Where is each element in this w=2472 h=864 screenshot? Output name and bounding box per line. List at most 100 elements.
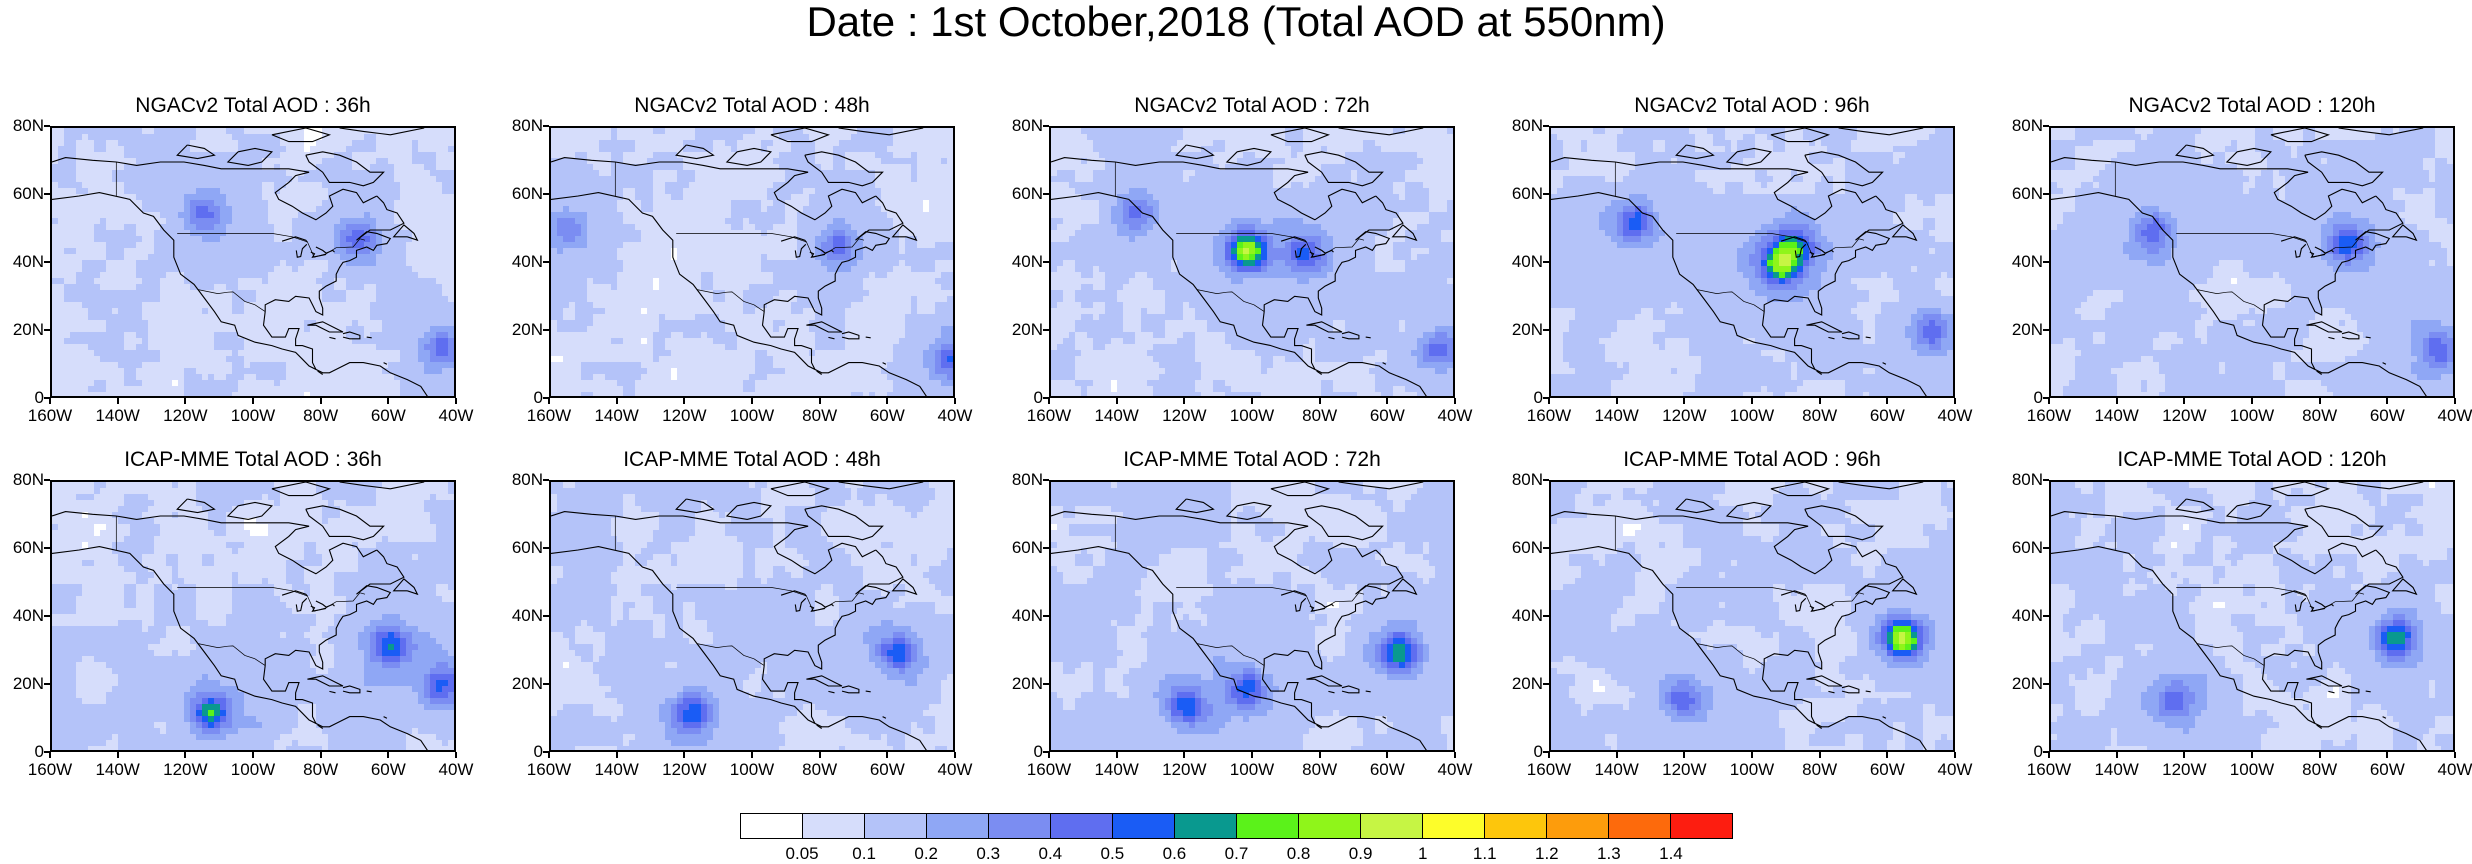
aod-cell bbox=[106, 290, 112, 296]
aod-cell bbox=[388, 320, 394, 326]
aod-cell bbox=[442, 326, 448, 332]
aod-cell bbox=[845, 254, 851, 260]
aod-cell bbox=[719, 272, 725, 278]
aod-cell bbox=[352, 386, 358, 392]
aod-cell bbox=[148, 380, 154, 386]
aod-cell bbox=[268, 128, 274, 134]
aod-cell bbox=[617, 272, 623, 278]
y-tick-label: 80N bbox=[0, 116, 44, 136]
aod-cell bbox=[178, 194, 184, 200]
aod-cell bbox=[617, 170, 623, 176]
aod-cell bbox=[64, 146, 70, 152]
aod-cell bbox=[400, 308, 406, 314]
aod-cell bbox=[911, 152, 917, 158]
aod-cell bbox=[376, 392, 382, 398]
aod-cell bbox=[947, 242, 953, 248]
aod-cell bbox=[665, 158, 671, 164]
aod-cell bbox=[851, 266, 857, 272]
aod-cell bbox=[316, 146, 322, 152]
aod-cell bbox=[106, 350, 112, 356]
aod-cell bbox=[382, 302, 388, 308]
aod-cell bbox=[905, 194, 911, 200]
aod-cell bbox=[412, 362, 418, 368]
aod-cell bbox=[394, 308, 400, 314]
aod-cell bbox=[364, 386, 370, 392]
aod-cell bbox=[244, 386, 250, 392]
y-tick-mark bbox=[44, 193, 50, 195]
aod-cell bbox=[695, 152, 701, 158]
aod-cell bbox=[148, 272, 154, 278]
aod-cell bbox=[370, 278, 376, 284]
aod-cell bbox=[358, 326, 364, 332]
aod-cell bbox=[881, 248, 887, 254]
aod-cell bbox=[581, 206, 587, 212]
aod-cell bbox=[382, 164, 388, 170]
aod-cell bbox=[863, 158, 869, 164]
aod-cell bbox=[641, 206, 647, 212]
aod-cell bbox=[430, 200, 436, 206]
aod-cell bbox=[316, 380, 322, 386]
aod-cell bbox=[797, 272, 803, 278]
aod-cell bbox=[430, 146, 436, 152]
aod-cell bbox=[400, 188, 406, 194]
aod-cell bbox=[629, 128, 635, 134]
aod-cell bbox=[148, 236, 154, 242]
aod-cell bbox=[839, 176, 845, 182]
aod-cell bbox=[370, 308, 376, 314]
aod-cell bbox=[112, 158, 118, 164]
aod-cell bbox=[581, 236, 587, 242]
aod-cell bbox=[436, 188, 442, 194]
aod-cell bbox=[653, 224, 659, 230]
aod-cell bbox=[629, 188, 635, 194]
aod-cell bbox=[58, 362, 64, 368]
aod-cell bbox=[160, 134, 166, 140]
aod-cell bbox=[370, 284, 376, 290]
aod-cell bbox=[124, 224, 130, 230]
aod-cell bbox=[130, 284, 136, 290]
aod-cell bbox=[430, 332, 436, 338]
aod-cell bbox=[196, 230, 202, 236]
aod-cell bbox=[88, 254, 94, 260]
aod-cell bbox=[388, 380, 394, 386]
aod-cell bbox=[683, 200, 689, 206]
aod-cell bbox=[52, 200, 58, 206]
aod-cell bbox=[268, 212, 274, 218]
aod-cell bbox=[286, 266, 292, 272]
aod-cell bbox=[64, 278, 70, 284]
aod-cell bbox=[82, 260, 88, 266]
aod-cell bbox=[707, 260, 713, 266]
aod-cell bbox=[364, 314, 370, 320]
aod-cell bbox=[406, 218, 412, 224]
aod-cell bbox=[88, 338, 94, 344]
aod-cell bbox=[761, 254, 767, 260]
aod-cell bbox=[827, 218, 833, 224]
aod-cell bbox=[70, 332, 76, 338]
aod-cell bbox=[88, 344, 94, 350]
aod-cell bbox=[689, 140, 695, 146]
aod-cell bbox=[689, 200, 695, 206]
aod-cell bbox=[340, 290, 346, 296]
aod-cell bbox=[719, 206, 725, 212]
aod-cell bbox=[887, 164, 893, 170]
aod-cell bbox=[557, 272, 563, 278]
aod-cell bbox=[52, 392, 58, 398]
aod-cell bbox=[388, 362, 394, 368]
aod-cell bbox=[166, 350, 172, 356]
aod-cell bbox=[761, 272, 767, 278]
aod-cell bbox=[448, 368, 454, 374]
aod-cell bbox=[611, 266, 617, 272]
aod-cell bbox=[58, 224, 64, 230]
aod-cell bbox=[364, 266, 370, 272]
aod-cell bbox=[424, 212, 430, 218]
aod-cell bbox=[112, 326, 118, 332]
aod-cell bbox=[875, 206, 881, 212]
aod-cell bbox=[400, 146, 406, 152]
aod-cell bbox=[238, 392, 244, 398]
aod-cell bbox=[322, 392, 328, 398]
aod-cell bbox=[352, 326, 358, 332]
aod-cell bbox=[88, 278, 94, 284]
aod-cell bbox=[833, 134, 839, 140]
aod-cell bbox=[785, 272, 791, 278]
aod-cell bbox=[785, 176, 791, 182]
aod-cell bbox=[394, 392, 400, 398]
